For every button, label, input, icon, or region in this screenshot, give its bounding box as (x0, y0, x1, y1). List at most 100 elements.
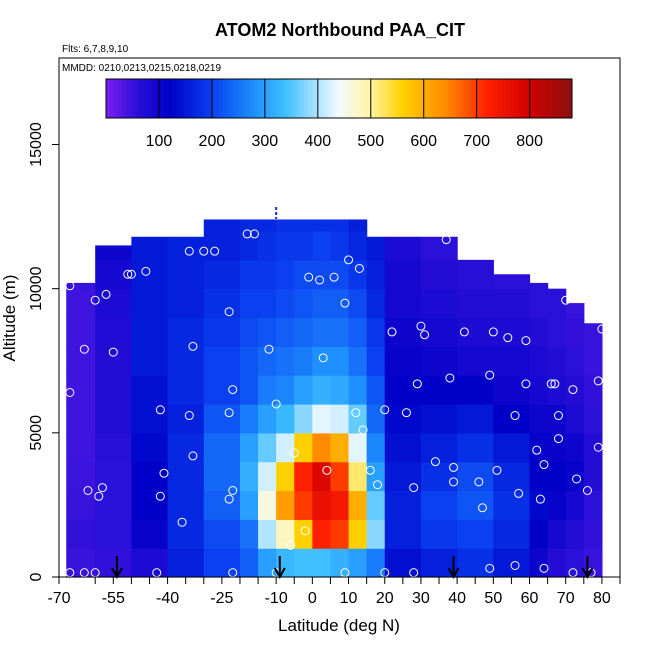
colorbar-segment (276, 79, 282, 118)
heatmap-cell (95, 461, 132, 492)
colorbar-segment (241, 79, 247, 118)
colorbar-segment (471, 79, 476, 118)
heatmap-cell (131, 317, 169, 347)
heatmap-cell (203, 519, 241, 549)
heatmap-column (583, 323, 603, 578)
colorbar-segment (389, 79, 394, 118)
heatmap-cell (294, 404, 313, 434)
colorbar-segment (269, 79, 274, 118)
heatmap-cell (276, 288, 295, 319)
heatmap-cell (276, 259, 295, 290)
colorbar-segment (218, 79, 223, 118)
heatmap-cell (239, 346, 259, 376)
sample-point (224, 307, 234, 317)
colorbar-segment (517, 79, 523, 118)
colorbar-segment (203, 79, 208, 118)
sample-point (474, 477, 484, 487)
heatmap-cell (258, 404, 277, 434)
colorbar-segment (498, 79, 503, 118)
heatmap-cell (420, 519, 458, 549)
colorbar-tick-label: 500 (357, 133, 384, 150)
heatmap-cell (312, 461, 332, 492)
heatmap-cell (167, 461, 205, 492)
heatmap-cell (258, 548, 277, 578)
heatmap-cell (565, 404, 585, 434)
heatmap-cell (239, 219, 259, 232)
heatmap-column (312, 219, 332, 578)
heatmap-column (348, 219, 368, 578)
x-tick-label: -40 (156, 590, 179, 607)
heatmap-cell (348, 259, 368, 290)
sample-point (449, 462, 459, 472)
heatmap-cell (330, 346, 350, 376)
sample-point (97, 483, 107, 493)
heatmap-cell (348, 432, 368, 463)
heatmap-cell (348, 519, 368, 549)
heatmap-cell (330, 461, 350, 492)
heatmap-cell (312, 375, 332, 405)
sample-point (488, 327, 498, 337)
heatmap-cell (258, 259, 277, 290)
heatmap-cell (547, 346, 567, 376)
sample-point (561, 295, 571, 305)
heatmap-column (66, 282, 96, 578)
heatmap-cell (583, 323, 603, 347)
heatmap-cell (493, 288, 531, 319)
colorbar-tick-label: 700 (463, 133, 490, 150)
heatmap-cell (366, 288, 386, 319)
heatmap-cell (529, 432, 549, 463)
sample-point (184, 246, 194, 256)
colorbar-segment (560, 79, 565, 118)
heatmap-cell (366, 519, 386, 549)
heatmap-cell (239, 432, 259, 463)
sample-point (79, 344, 89, 354)
heatmap-cell (366, 375, 386, 405)
heatmap-column (330, 219, 350, 578)
colorbar-tick-label: 100 (146, 133, 173, 150)
colorbar-segment (133, 79, 138, 118)
x-tick-label: 80 (593, 590, 611, 607)
heatmap-cell (348, 461, 368, 492)
heatmap-column (420, 236, 458, 578)
colorbar-segment (478, 79, 484, 118)
colorbar: 100 200 300 400 500 600 700 800 (105, 78, 573, 150)
sample-point (354, 263, 364, 273)
colorbar-segment (564, 79, 569, 118)
colorbar-segment (245, 79, 251, 118)
heatmap-column (239, 219, 259, 578)
colorbar-segment (436, 79, 441, 118)
heatmap-cell (583, 490, 603, 520)
heatmap-cell (258, 231, 277, 261)
heatmap-cell (547, 519, 567, 549)
colorbar-segment (533, 79, 538, 118)
colorbar-segment (354, 79, 359, 118)
heatmap-cell (95, 432, 132, 463)
colorbar-frame (105, 78, 573, 119)
heatmap-cell (583, 346, 603, 376)
sample-point (101, 289, 111, 299)
heatmap-cell (294, 519, 313, 549)
colorbar-segment (234, 79, 239, 118)
sample-point (550, 379, 560, 389)
heatmap-cell (167, 548, 205, 578)
heatmap-cell (239, 317, 259, 347)
heatmap-cell (167, 432, 205, 463)
heatmap-cell (565, 461, 585, 492)
heatmap-cell (276, 519, 295, 549)
heatmap-cell (384, 317, 422, 347)
heatmap-cell (66, 317, 96, 347)
sample-point (604, 454, 614, 464)
heatmap-column (457, 259, 494, 578)
heatmap-cell (66, 282, 96, 290)
heatmap-cell (258, 461, 277, 492)
colorbar-segment (172, 79, 177, 118)
heatmap-cell (493, 490, 531, 520)
heatmap-cell (167, 375, 205, 405)
heatmap-cell (547, 548, 567, 578)
colorbar-segment (199, 79, 204, 118)
heatmap-cell (95, 245, 132, 261)
colorbar-segment (261, 79, 266, 118)
colorbar-segment (525, 79, 530, 118)
heatmap-cell (420, 375, 458, 405)
heatmap-cell (348, 490, 368, 520)
